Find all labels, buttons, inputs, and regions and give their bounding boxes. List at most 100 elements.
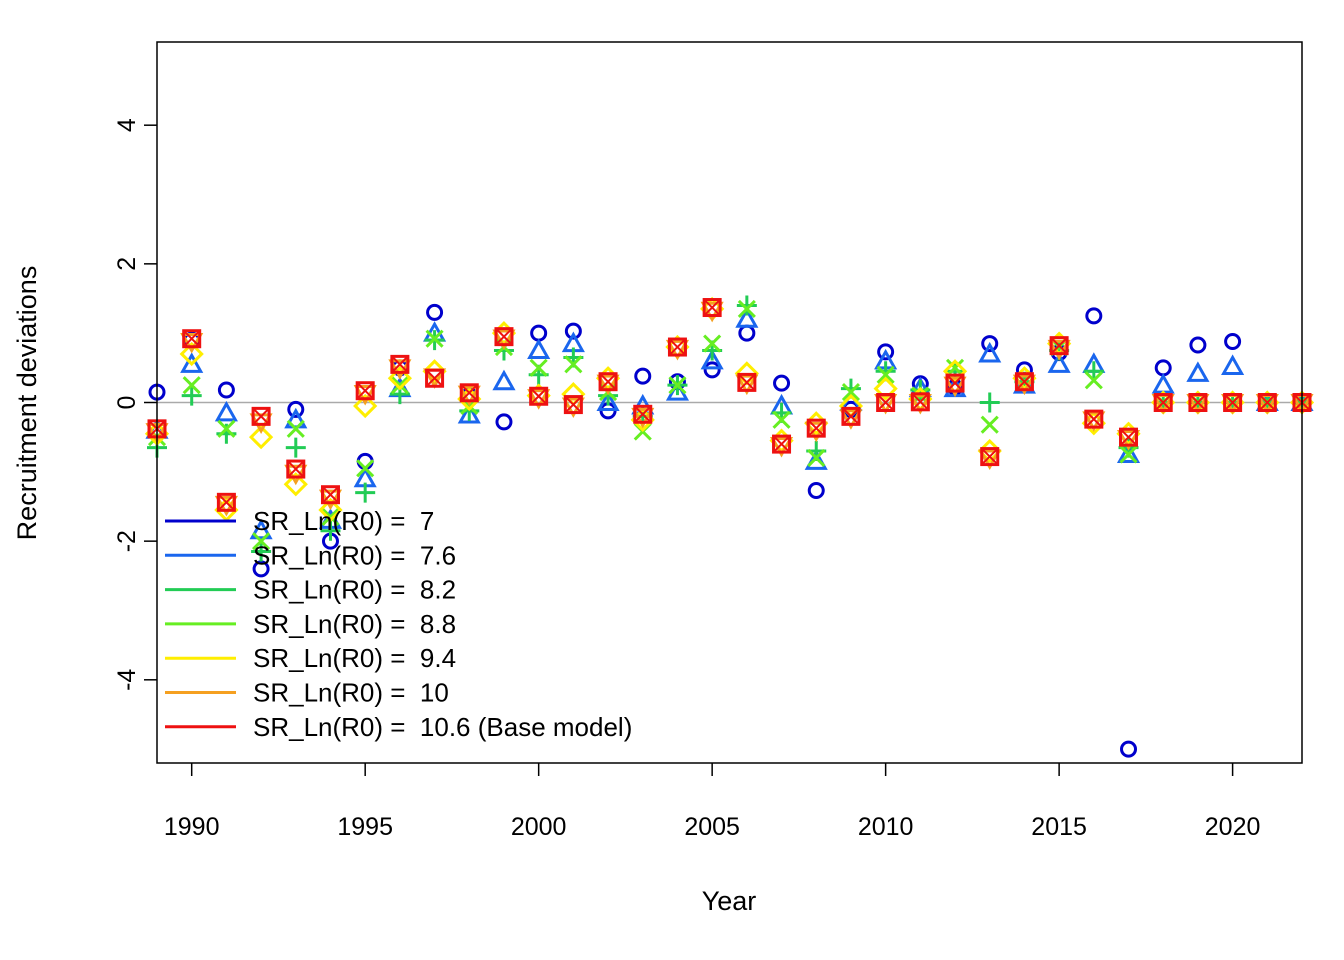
data-point [321, 507, 340, 526]
data-point [876, 365, 895, 384]
data-point [1120, 740, 1138, 758]
data-point [495, 413, 513, 431]
data-point [426, 303, 444, 321]
data-point [908, 394, 932, 415]
data-point [251, 541, 272, 562]
legend-label: SR_Ln(R0) = 7.6 [253, 540, 456, 570]
data-point [978, 449, 1002, 471]
data-point [942, 359, 968, 384]
data-point [807, 448, 826, 468]
data-point [700, 348, 724, 370]
data-point [596, 374, 620, 396]
data-point [249, 518, 273, 540]
y-tick-label: -2 [113, 530, 141, 552]
data-point [529, 386, 549, 406]
data-point [563, 395, 583, 415]
data-point [248, 425, 274, 450]
data-point [945, 373, 965, 393]
data-point [318, 497, 343, 523]
plot-frame [156, 41, 1303, 764]
data-point [217, 381, 235, 399]
data-point [216, 423, 237, 444]
x-tick-label: 2020 [1205, 813, 1261, 841]
data-point [494, 327, 514, 347]
data-point [804, 421, 828, 443]
data-point [735, 374, 759, 396]
series-6-points [147, 298, 1312, 512]
x-axis-label: Year [702, 886, 757, 916]
data-point [979, 392, 1000, 413]
data-point [425, 329, 444, 348]
data-point [1186, 361, 1210, 382]
data-point [1085, 307, 1103, 325]
data-point [457, 385, 481, 407]
data-point [251, 406, 271, 426]
data-point [703, 361, 721, 379]
data-point [390, 354, 410, 374]
data-point [807, 482, 825, 500]
data-point [1116, 430, 1141, 451]
data-point [355, 381, 375, 401]
data-point [735, 307, 759, 328]
x-axis: 1990 1995 2000 2005 2010 2015 2020 [164, 763, 1261, 841]
data-point [459, 383, 479, 403]
y-tick-label: -4 [113, 669, 141, 691]
data-point [320, 520, 341, 541]
y-tick-label: 2 [113, 257, 141, 271]
data-point [980, 415, 999, 434]
data-point [252, 560, 270, 578]
y-axis-label: Recruitment deviations [12, 266, 42, 541]
y-tick-label: 4 [113, 118, 141, 132]
data-point [182, 376, 201, 395]
data-point [355, 482, 376, 503]
data-point [631, 407, 655, 429]
data-point [981, 335, 999, 353]
legend: SR_Ln(R0) = 7 SR_Ln(R0) = 7.6 SR_Ln(R0) = … [165, 506, 632, 742]
data-point [1119, 427, 1139, 447]
data-point [738, 324, 756, 342]
data-point [945, 358, 965, 377]
data-point [457, 402, 481, 424]
data-point [1083, 361, 1104, 382]
data-point [390, 376, 409, 395]
legend-label: SR_Ln(R0) = 7 [253, 506, 434, 536]
data-point [1221, 354, 1245, 375]
legend-label: SR_Ln(R0) = 8.8 [253, 609, 456, 639]
data-point [703, 334, 722, 353]
data-point [252, 532, 271, 551]
data-point [1257, 393, 1277, 412]
data-point [287, 400, 305, 418]
data-point [182, 329, 202, 349]
data-point [387, 366, 413, 391]
data-point [634, 367, 652, 385]
data-points [144, 295, 1315, 758]
legend-label: SR_Ln(R0) = 9.4 [253, 643, 456, 673]
data-point [737, 299, 756, 318]
data-point [422, 359, 447, 384]
data-point [286, 459, 306, 479]
data-point [841, 383, 860, 402]
data-point [876, 393, 896, 412]
data-point [877, 343, 895, 361]
data-point [564, 355, 583, 374]
data-point [1012, 374, 1036, 396]
data-point [1151, 373, 1175, 394]
data-point [978, 341, 1002, 363]
data-point [561, 397, 585, 419]
data-point [769, 436, 794, 458]
data-point [425, 368, 445, 388]
data-point [633, 404, 653, 424]
data-point [530, 324, 548, 342]
data-point [214, 400, 238, 422]
data-point [772, 410, 791, 429]
data-point [1223, 393, 1243, 412]
data-point [665, 339, 690, 361]
data-point [1153, 393, 1173, 412]
data-point [736, 295, 757, 316]
data-point [1084, 371, 1103, 390]
data-point [1188, 393, 1208, 412]
data-point [596, 390, 620, 411]
data-point [702, 298, 722, 318]
data-point [773, 374, 791, 392]
data-point [529, 358, 548, 377]
